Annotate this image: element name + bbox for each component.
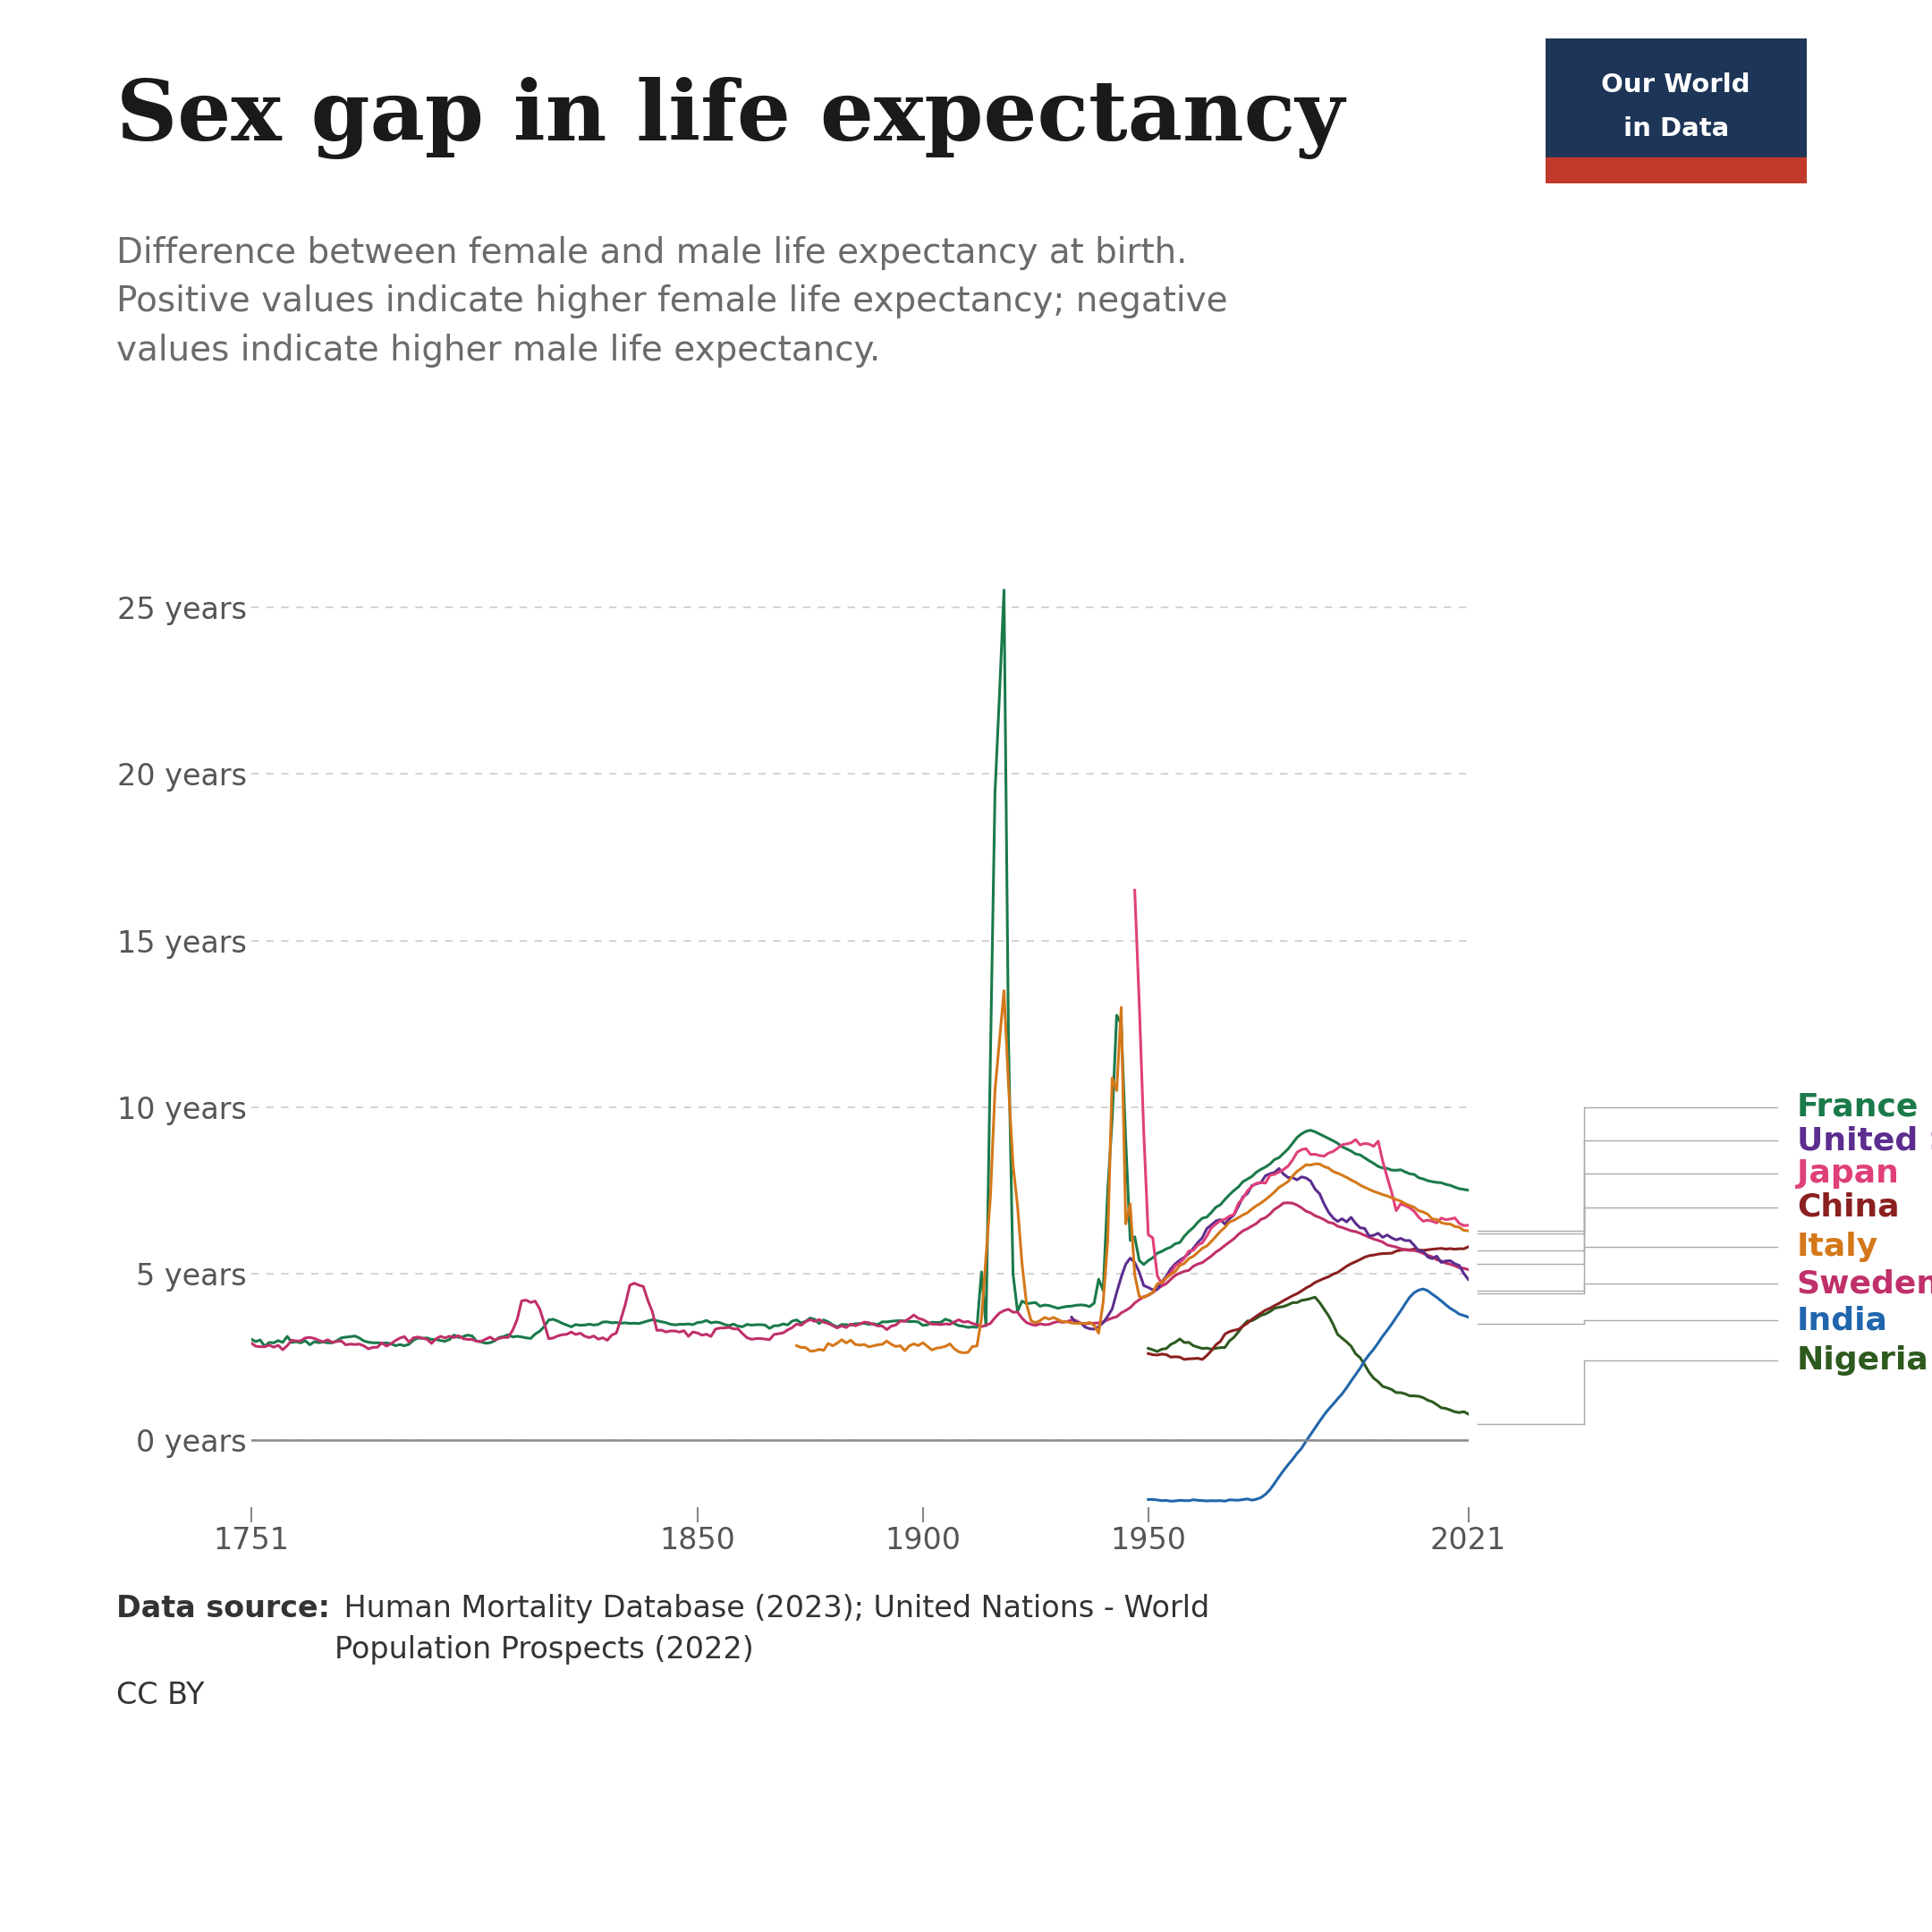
Text: China: China [1797,1192,1899,1223]
Text: Difference between female and male life expectancy at birth.
Positive values ind: Difference between female and male life … [116,236,1227,367]
Text: Sex gap in life expectancy: Sex gap in life expectancy [116,77,1345,160]
Text: Nigeria: Nigeria [1797,1345,1928,1376]
Text: United States: United States [1797,1124,1932,1155]
Text: France: France [1797,1092,1918,1122]
Text: Human Mortality Database (2023); United Nations - World
Population Prospects (20: Human Mortality Database (2023); United … [334,1594,1209,1665]
Text: Data source:: Data source: [116,1594,330,1623]
Text: Our World: Our World [1602,73,1750,97]
Text: CC BY: CC BY [116,1681,205,1710]
Bar [1546,156,1806,184]
Text: Italy: Italy [1797,1233,1878,1262]
Text: in Data: in Data [1623,116,1729,141]
Text: India: India [1797,1306,1888,1335]
Text: Japan: Japan [1797,1159,1899,1188]
Text: Sweden: Sweden [1797,1269,1932,1298]
